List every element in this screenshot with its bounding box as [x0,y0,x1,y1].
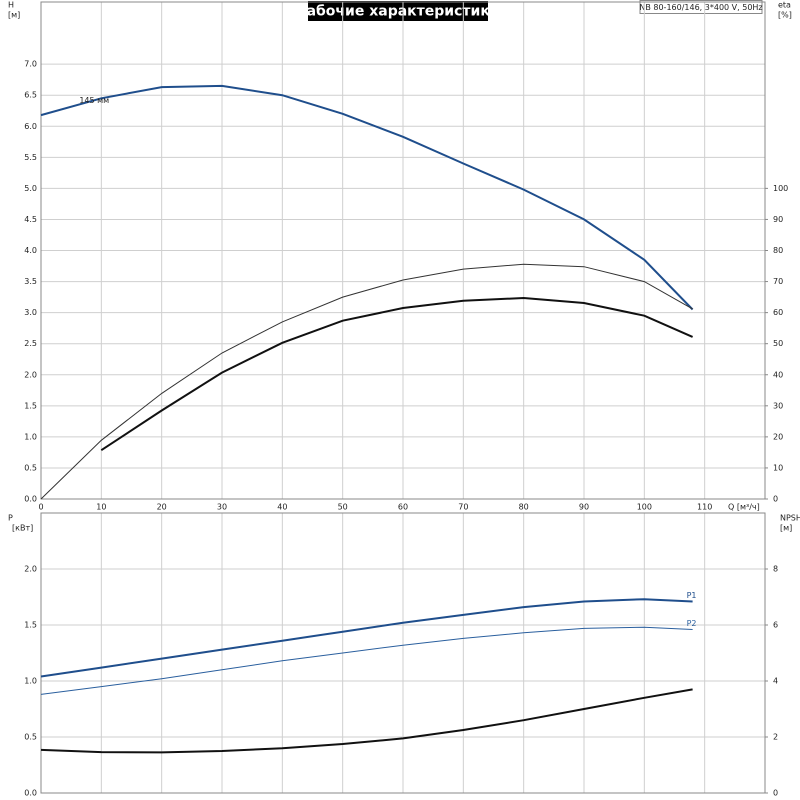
x-tick-label: 90 [579,503,589,512]
axis-label: NPSH [780,514,800,523]
series-line [40,688,693,754]
y2-tick-label: 100 [773,184,788,193]
x-tick-label: 20 [157,503,167,512]
series-line [100,296,694,452]
x-tick-label: 60 [398,503,408,512]
y-tick-label: 5.5 [24,153,37,162]
y2-tick-label: 6 [773,621,778,630]
y-tick-label: 0.0 [24,495,37,504]
axis-label: [кВт] [12,524,33,533]
x-tick-label: 30 [217,503,227,512]
y-tick-label: 0.5 [24,463,37,472]
y-tick-label: 7.0 [24,60,37,69]
y-tick-label: 1.5 [24,621,37,630]
x-tick-label: 70 [458,503,468,512]
y2-tick-label: 80 [773,246,783,255]
series-line [40,84,694,311]
x-tick-label: 50 [338,503,348,512]
y2-tick-label: 0 [773,495,778,504]
series-line [40,626,693,695]
y2-tick-label: 50 [773,339,783,348]
curve-annotation: 145 мм [79,96,109,105]
y-tick-label: 1.5 [24,401,37,410]
y2-tick-label: 70 [773,277,783,286]
model-label: NB 80-160/146, 3*400 V, 50Hz [639,3,762,12]
plot-frame [40,512,766,794]
axis-label: eta [778,1,791,10]
y-tick-label: 5.0 [24,184,37,193]
axis-label: [%] [778,11,792,20]
series-line [40,598,693,678]
y-tick-label: 3.0 [24,308,37,317]
x-tick-label: 10 [96,503,106,512]
plot-frame [40,1,766,500]
y2-tick-label: 8 [773,565,778,574]
axis-label: Q [м³/ч] [728,503,760,512]
axis-label: [м] [780,524,792,533]
x-tick-label: 110 [697,503,712,512]
title-box [308,1,488,21]
y-tick-label: 4.0 [24,246,37,255]
y2-tick-label: 0 [773,789,778,798]
axis-label: P [8,514,13,523]
y2-tick-label: 4 [773,677,778,686]
series-label: P2 [687,619,697,628]
y2-tick-label: 2 [773,733,778,742]
y2-tick-label: 10 [773,463,783,472]
y-tick-label: 1.0 [24,432,37,441]
y-tick-label: 2.5 [24,339,37,348]
y2-tick-label: 90 [773,215,783,224]
x-tick-label: 0 [38,503,43,512]
y2-tick-label: 40 [773,370,783,379]
y-tick-label: 6.5 [24,91,37,100]
y-tick-label: 0.5 [24,733,37,742]
y-tick-label: 3.5 [24,277,37,286]
x-tick-label: 100 [637,503,652,512]
axis-label: H [8,1,14,10]
series-label: P1 [687,591,697,600]
y2-tick-label: 60 [773,308,783,317]
y2-tick-label: 20 [773,432,783,441]
chart-title: Рабочие характеристики [296,4,499,20]
x-tick-label: 40 [277,503,287,512]
y-tick-label: 1.0 [24,677,37,686]
model-box [639,0,763,14]
y-tick-label: 4.5 [24,215,37,224]
y2-tick-label: 30 [773,401,783,410]
y-tick-label: 2.0 [24,370,37,379]
y-tick-label: 0.0 [24,789,37,798]
x-tick-label: 80 [519,503,529,512]
y-tick-label: 2.0 [24,565,37,574]
axis-label: [м] [8,11,20,20]
y-tick-label: 6.0 [24,122,37,131]
series-line [40,263,693,500]
